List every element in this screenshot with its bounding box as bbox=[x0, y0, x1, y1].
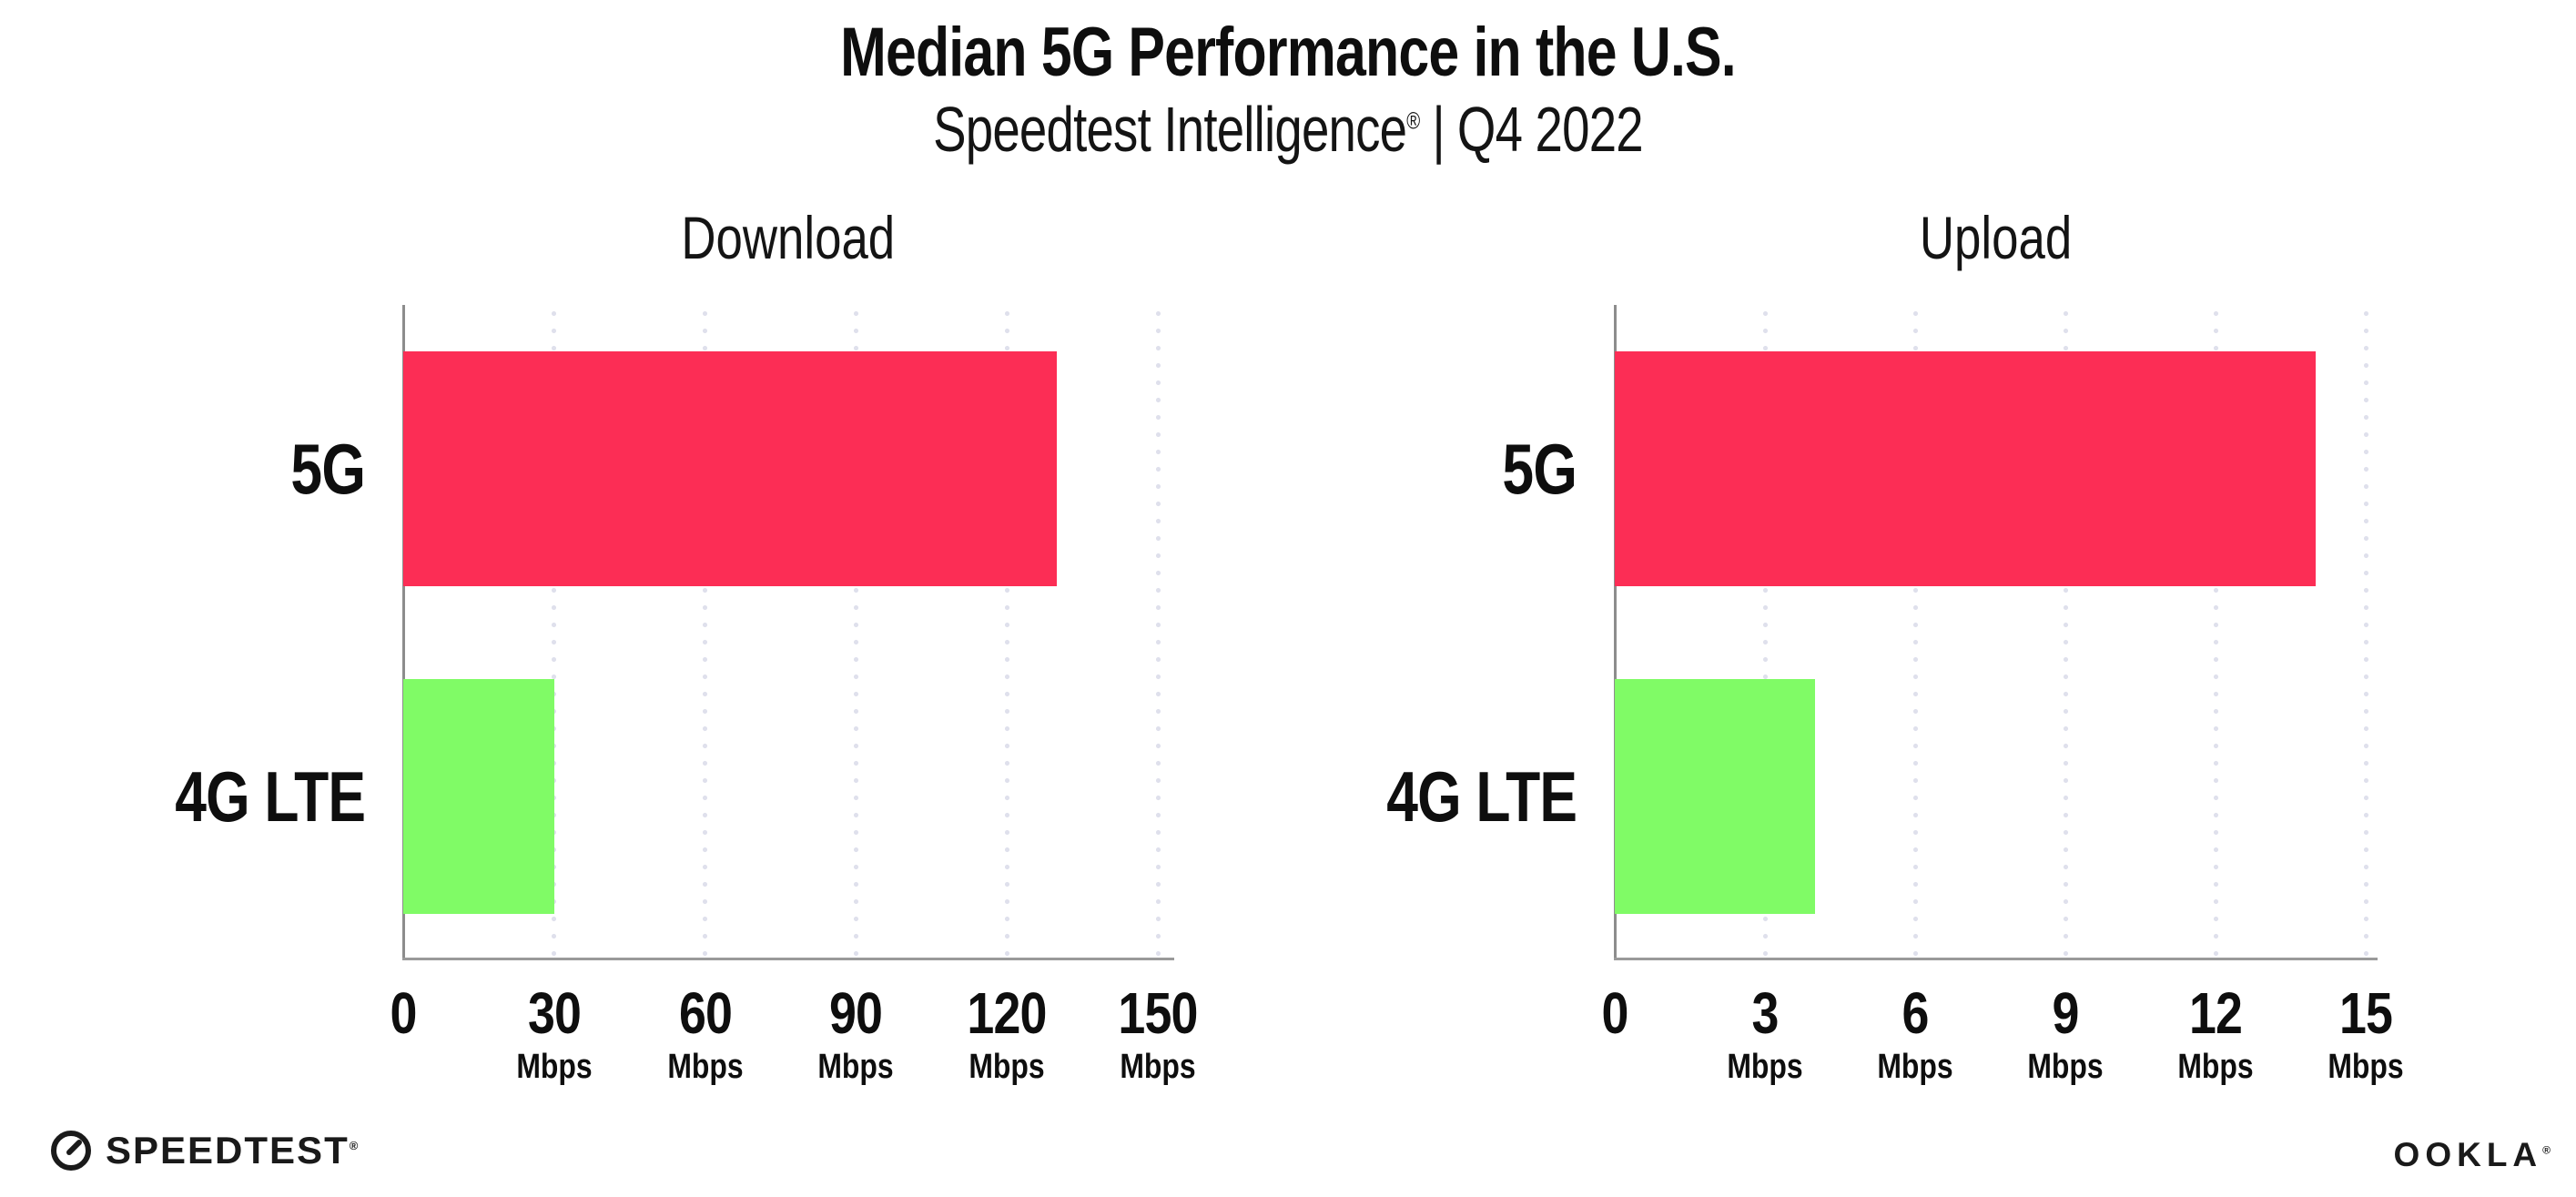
x-tick-unit: Mbps bbox=[1877, 1048, 1953, 1086]
x-tick-label: 0 bbox=[1599, 984, 1631, 1042]
x-tick-value: 12 bbox=[2188, 980, 2243, 1046]
bar-5g bbox=[1615, 351, 2316, 586]
registered-trademark-icon: ® bbox=[1406, 107, 1420, 135]
bar-5g bbox=[403, 351, 1058, 586]
category-label-4g-lte: 4G LTE bbox=[175, 756, 366, 837]
download-x-axis-line bbox=[402, 958, 1174, 960]
x-tick-value: 0 bbox=[1601, 980, 1628, 1046]
x-tick-unit: Mbps bbox=[969, 1048, 1045, 1086]
x-tick-value: 90 bbox=[829, 980, 883, 1046]
x-tick-label: 60 Mbps bbox=[660, 984, 750, 1084]
x-tick-unit: Mbps bbox=[2177, 1048, 2254, 1086]
x-tick-label: 0 bbox=[388, 984, 420, 1042]
gridline bbox=[853, 305, 858, 959]
x-tick-value: 0 bbox=[390, 980, 417, 1046]
speedtest-logo: SPEEDTEST® bbox=[49, 1129, 360, 1172]
upload-x-axis-line bbox=[1614, 958, 2378, 960]
page-subtitle: Speedtest Intelligence® | Q4 2022 bbox=[933, 93, 1644, 166]
ookla-registered-mark: ® bbox=[2542, 1143, 2551, 1157]
x-tick-value: 9 bbox=[2052, 980, 2079, 1046]
x-tick-value: 30 bbox=[527, 980, 582, 1046]
bar-4g-lte bbox=[403, 679, 554, 914]
download-y-axis-line bbox=[402, 305, 405, 959]
x-tick-unit: Mbps bbox=[1727, 1048, 1803, 1086]
subtitle-divider: | bbox=[1432, 94, 1445, 165]
x-tick-value: 6 bbox=[1902, 980, 1929, 1046]
speedtest-wordmark: SPEEDTEST® bbox=[106, 1129, 360, 1172]
x-tick-label: 30 Mbps bbox=[509, 984, 599, 1084]
subtitle-brand: Speedtest Intelligence bbox=[933, 94, 1407, 165]
x-tick-unit: Mbps bbox=[516, 1048, 593, 1086]
x-tick-value: 120 bbox=[967, 980, 1048, 1046]
upload-chart-title: Upload bbox=[1919, 204, 2073, 271]
x-tick-label: 3 Mbps bbox=[1719, 984, 1810, 1084]
x-tick-label: 6 Mbps bbox=[1870, 984, 1960, 1084]
subtitle-period: Q4 2022 bbox=[1456, 94, 1644, 165]
gridline bbox=[552, 305, 557, 959]
x-tick-label: 150 Mbps bbox=[1111, 984, 1205, 1084]
download-plot-area: 5G 4G LTE 0 30 Mbps 60 Mbps 90 Mbps 120 Mbps 150 Mbp… bbox=[175, 305, 1198, 1084]
upload-y-axis-line bbox=[1614, 305, 1617, 959]
category-label-5g: 5G bbox=[1502, 428, 1577, 509]
x-tick-value: 3 bbox=[1751, 980, 1779, 1046]
x-tick-unit: Mbps bbox=[817, 1048, 895, 1086]
bar-4g-lte bbox=[1615, 679, 1815, 914]
gridline bbox=[2363, 305, 2368, 959]
speedtest-registered-mark: ® bbox=[349, 1139, 360, 1152]
speedtest-gauge-icon bbox=[51, 1131, 91, 1171]
gridline bbox=[1155, 305, 1161, 959]
category-label-4g-lte: 4G LTE bbox=[1386, 756, 1577, 837]
gridline bbox=[703, 305, 708, 959]
ookla-logo: OOKLA® bbox=[2394, 1136, 2551, 1174]
x-tick-unit: Mbps bbox=[666, 1048, 744, 1086]
x-tick-label: 120 Mbps bbox=[959, 984, 1054, 1084]
gridline bbox=[1004, 305, 1009, 959]
category-label-5g: 5G bbox=[290, 428, 365, 509]
upload-plot-area: 5G 4G LTE 0 3 Mbps 6 Mbps 9 Mbps 12 Mbps 15 Mbps bbox=[1386, 305, 2404, 1084]
download-chart-title: Download bbox=[681, 204, 896, 271]
x-tick-value: 15 bbox=[2338, 980, 2393, 1046]
gridline bbox=[2063, 305, 2068, 959]
x-tick-value: 60 bbox=[678, 980, 733, 1046]
x-tick-label: 90 Mbps bbox=[811, 984, 901, 1084]
x-tick-value: 150 bbox=[1118, 980, 1198, 1046]
x-tick-label: 12 Mbps bbox=[2170, 984, 2260, 1084]
x-tick-unit: Mbps bbox=[2328, 1048, 2404, 1086]
upload-chart-panel: Upload 5G 4G LTE 0 3 Mbps 6 Mbps 9 Mbps 12 Mbps 15 M… bbox=[1386, 204, 2404, 1084]
x-tick-unit: Mbps bbox=[1120, 1048, 1196, 1086]
ookla-wordmark: OOKLA bbox=[2393, 1136, 2543, 1173]
gridline bbox=[2213, 305, 2218, 959]
x-tick-unit: Mbps bbox=[2027, 1048, 2104, 1086]
x-tick-label: 15 Mbps bbox=[2320, 984, 2410, 1084]
download-chart-panel: Download 5G 4G LTE 0 30 Mbps 60 Mbps 90 Mbps 120 M… bbox=[175, 204, 1198, 1084]
gridline bbox=[1912, 305, 1918, 959]
x-tick-label: 9 Mbps bbox=[2020, 984, 2110, 1084]
gridline bbox=[1762, 305, 1768, 959]
page-title: Median 5G Performance in the U.S. bbox=[840, 14, 1737, 91]
